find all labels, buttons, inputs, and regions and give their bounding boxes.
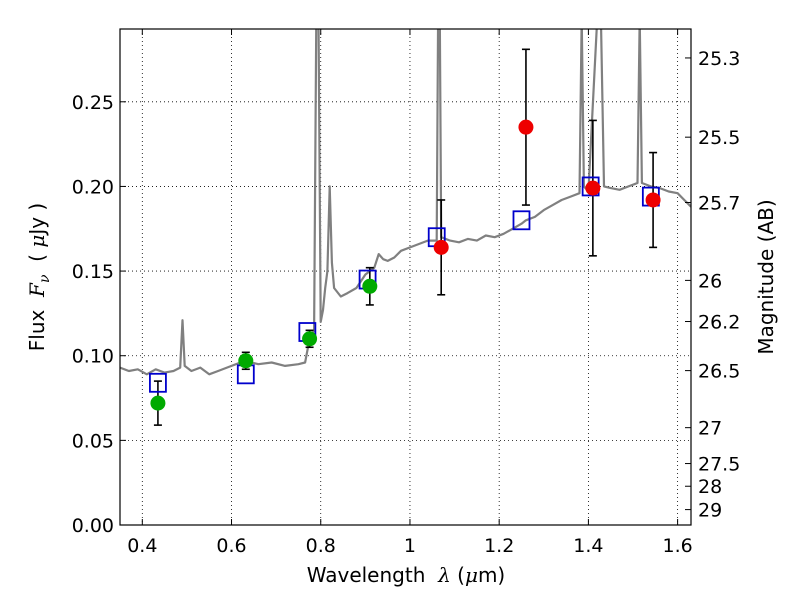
right-axis-label: Magnitude (AB) [754,199,778,354]
magnitude-tick-label: 26.5 [698,361,740,383]
model-photometry-square [512,210,531,231]
model-spectrum-series [120,29,691,376]
x-tick-label: 0.8 [306,535,336,557]
magnitude-tick-label: 28 [698,476,722,498]
y-tick-label: 0.00 [72,515,114,537]
spectrum-line [120,29,691,376]
y-tick-label: 0.15 [72,261,114,283]
y-tick-label: 0.20 [72,176,114,198]
x-tick-label: 1.4 [573,535,603,557]
x-axis-ticks: 0.4 0.6 0.8 1 1.2 1.4 1.6 [127,29,693,557]
x-axis-label: Wavelength λ (μm) [307,563,506,587]
x-tick-label: 1.6 [663,535,693,557]
observed-point-red [645,192,661,208]
observed-photometry-series [150,119,661,411]
x-tick-label: 1 [404,535,416,557]
observed-point-green [362,278,378,294]
magnitude-tick-label: 25.3 [698,48,740,70]
y-axis-ticks: 0.00 0.05 0.10 0.15 0.20 0.25 [72,92,126,537]
magnitude-tick-label: 25.7 [698,193,740,215]
observed-point-green [150,395,166,411]
y-axis-label: Flux Fν ( μJy ) [25,203,53,351]
magnitude-tick-label: 26.2 [698,312,740,334]
plot-frame [119,28,692,526]
observed-point-green [302,331,318,347]
magnitude-tick-label: 26 [698,270,722,292]
magnitude-tick-label: 27 [698,418,722,440]
magnitude-tick-label: 29 [698,500,722,522]
observed-point-green [238,353,254,369]
y-tick-label: 0.10 [72,346,114,368]
magnitude-tick-label: 25.5 [698,127,740,149]
y-tick-label: 0.05 [72,430,114,452]
observed-point-red [585,180,601,196]
observed-point-red [433,239,449,255]
observed-point-red [518,119,534,135]
x-tick-label: 0.4 [127,535,157,557]
x-tick-label: 1.2 [484,535,514,557]
x-tick-label: 0.6 [216,535,246,557]
model-photometry-square [149,372,167,393]
magnitude-tick-label: 27.5 [698,454,740,476]
y-tick-label: 0.25 [72,92,114,114]
